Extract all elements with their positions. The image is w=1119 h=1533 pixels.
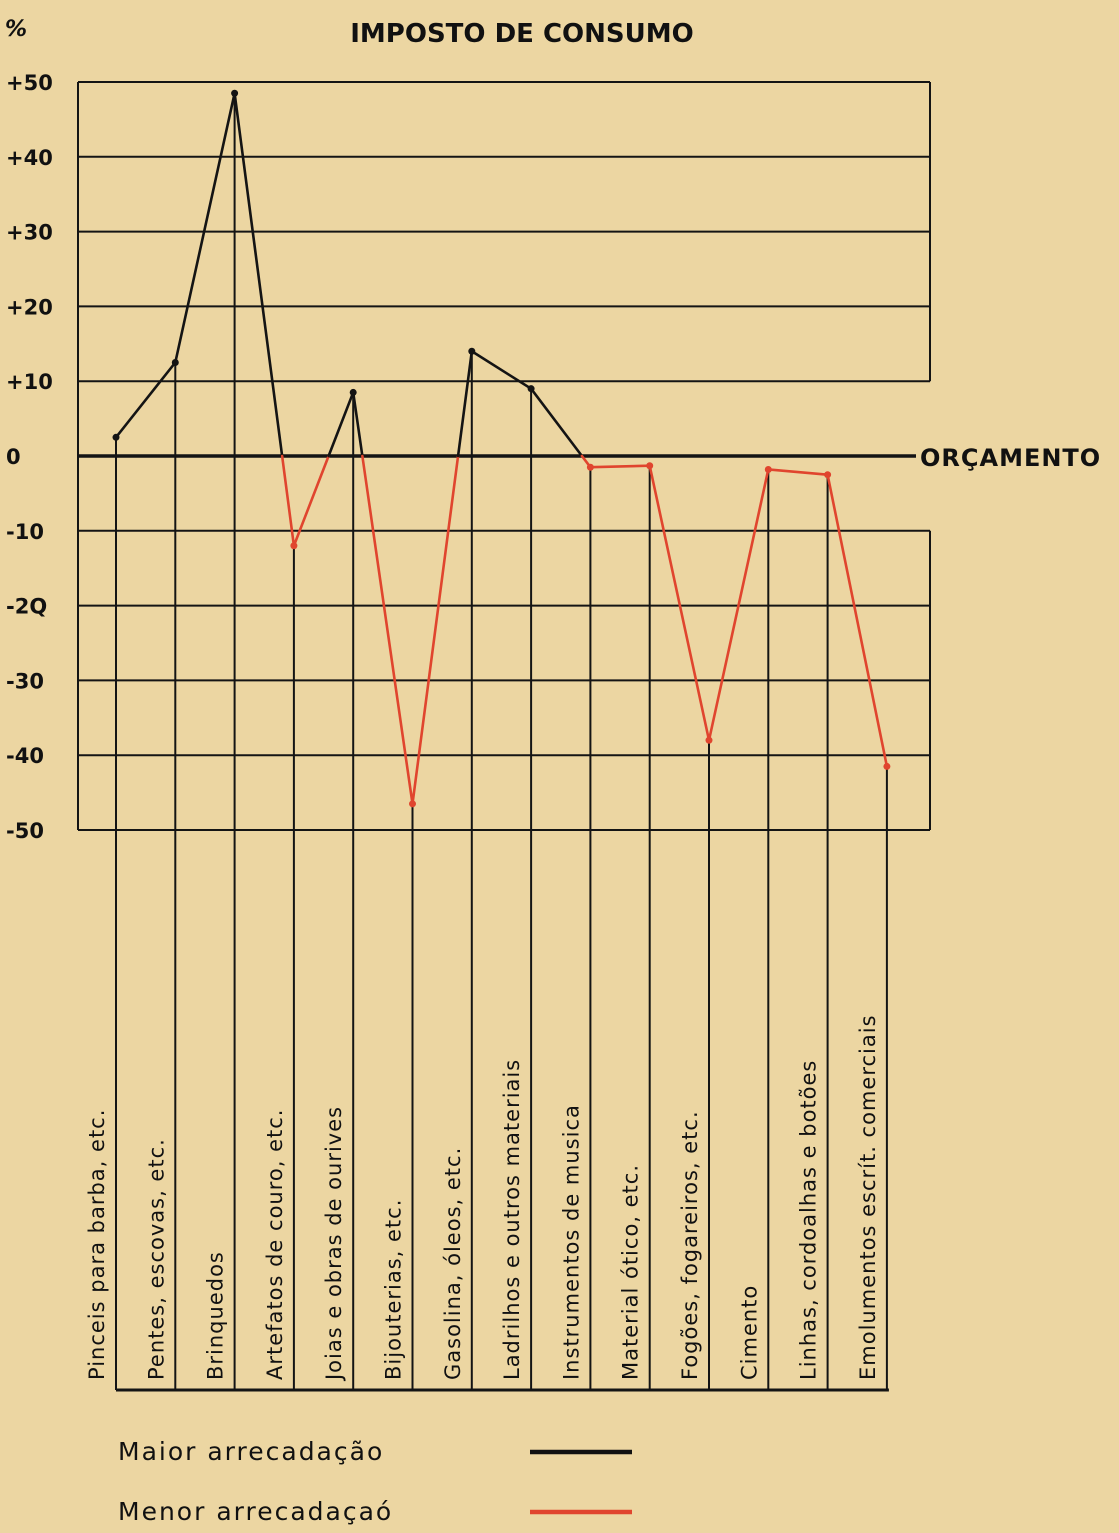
y-tick-label: -50 <box>6 819 44 843</box>
series-segment <box>456 349 474 458</box>
series-segment <box>766 468 829 477</box>
series-segment <box>529 387 584 458</box>
data-point <box>171 359 179 366</box>
y-tick-label: -30 <box>6 669 44 693</box>
category-label: Fogões, fogareiros, etc. <box>678 1110 702 1380</box>
data-points <box>112 89 891 808</box>
series-segment <box>327 391 355 458</box>
legend-label: Menor arrecadaçaó <box>118 1497 393 1526</box>
data-point <box>112 433 120 441</box>
category-label: Emolumentos escrít. comerciais <box>856 1014 880 1380</box>
data-point <box>468 347 476 355</box>
legend-label: Maior arrecadação <box>118 1437 384 1466</box>
category-label: Cimento <box>737 1285 761 1380</box>
category-label: Gasolina, óleos, etc. <box>441 1147 465 1380</box>
series-segment <box>351 391 364 458</box>
data-point <box>231 89 239 97</box>
category-label: Material ótico, etc. <box>619 1164 643 1380</box>
data-point <box>586 463 594 471</box>
series-segment <box>292 454 330 548</box>
category-label: Pinceis para barba, etc. <box>85 1109 109 1380</box>
y-tick-label: 0 <box>6 445 21 469</box>
grid <box>77 81 931 831</box>
category-label: Linhas, cordoalhas e botões <box>797 1060 821 1380</box>
category-label: Bijouterias, etc. <box>382 1199 406 1380</box>
series-lines <box>114 91 889 806</box>
unit-label: % <box>5 17 27 42</box>
data-point <box>764 465 772 473</box>
series-segment <box>589 464 652 469</box>
series-segment <box>648 464 711 742</box>
legend: Maior arrecadação Menor arrecadaçaó <box>118 1437 632 1526</box>
y-tick-label: +50 <box>6 71 53 95</box>
data-point <box>409 800 416 808</box>
data-point <box>705 736 713 744</box>
category-label: Instrumentos de musica <box>559 1104 583 1380</box>
series-segment <box>411 454 460 806</box>
y-tick-label: -40 <box>6 744 44 768</box>
data-point <box>646 462 654 470</box>
series-segment <box>280 454 296 548</box>
category-label: Ladrilhos e outros materiais <box>500 1059 524 1380</box>
y-tick-label: -2Q <box>6 595 47 619</box>
data-point <box>349 388 357 396</box>
data-point <box>824 471 832 479</box>
y-tick-label: +40 <box>6 146 53 170</box>
series-segment <box>361 454 414 806</box>
y-tick-label: +10 <box>6 370 53 394</box>
series-segment <box>707 468 770 742</box>
y-tick-labels: +50 +40 +30 +20 +10 0 -10 -2Q -30 -40 -50 <box>6 71 53 843</box>
category-lines <box>115 93 889 1392</box>
category-label: Brinquedos <box>204 1251 228 1380</box>
data-point <box>290 542 298 550</box>
series-segment <box>233 91 284 458</box>
y-tick-label: -10 <box>6 520 44 544</box>
series-segment <box>470 349 533 390</box>
data-point <box>883 762 891 770</box>
category-label: Artefatos de couro, etc. <box>263 1109 287 1381</box>
series-segment <box>826 473 889 768</box>
y-tick-label: +30 <box>6 221 53 245</box>
series-segment <box>174 91 236 364</box>
category-label: Pentes, escovas, etc. <box>144 1138 168 1380</box>
y-tick-label: +20 <box>6 295 53 319</box>
category-label: Joias e obras de ourives <box>322 1106 346 1382</box>
series-segment <box>114 361 177 439</box>
data-point <box>527 385 535 393</box>
chart-title: IMPOSTO DE CONSUMO <box>350 19 693 49</box>
baseline-label: ORÇAMENTO <box>920 444 1101 472</box>
category-labels: Pinceis para barba, etc. Pentes, escovas,… <box>85 1014 880 1382</box>
